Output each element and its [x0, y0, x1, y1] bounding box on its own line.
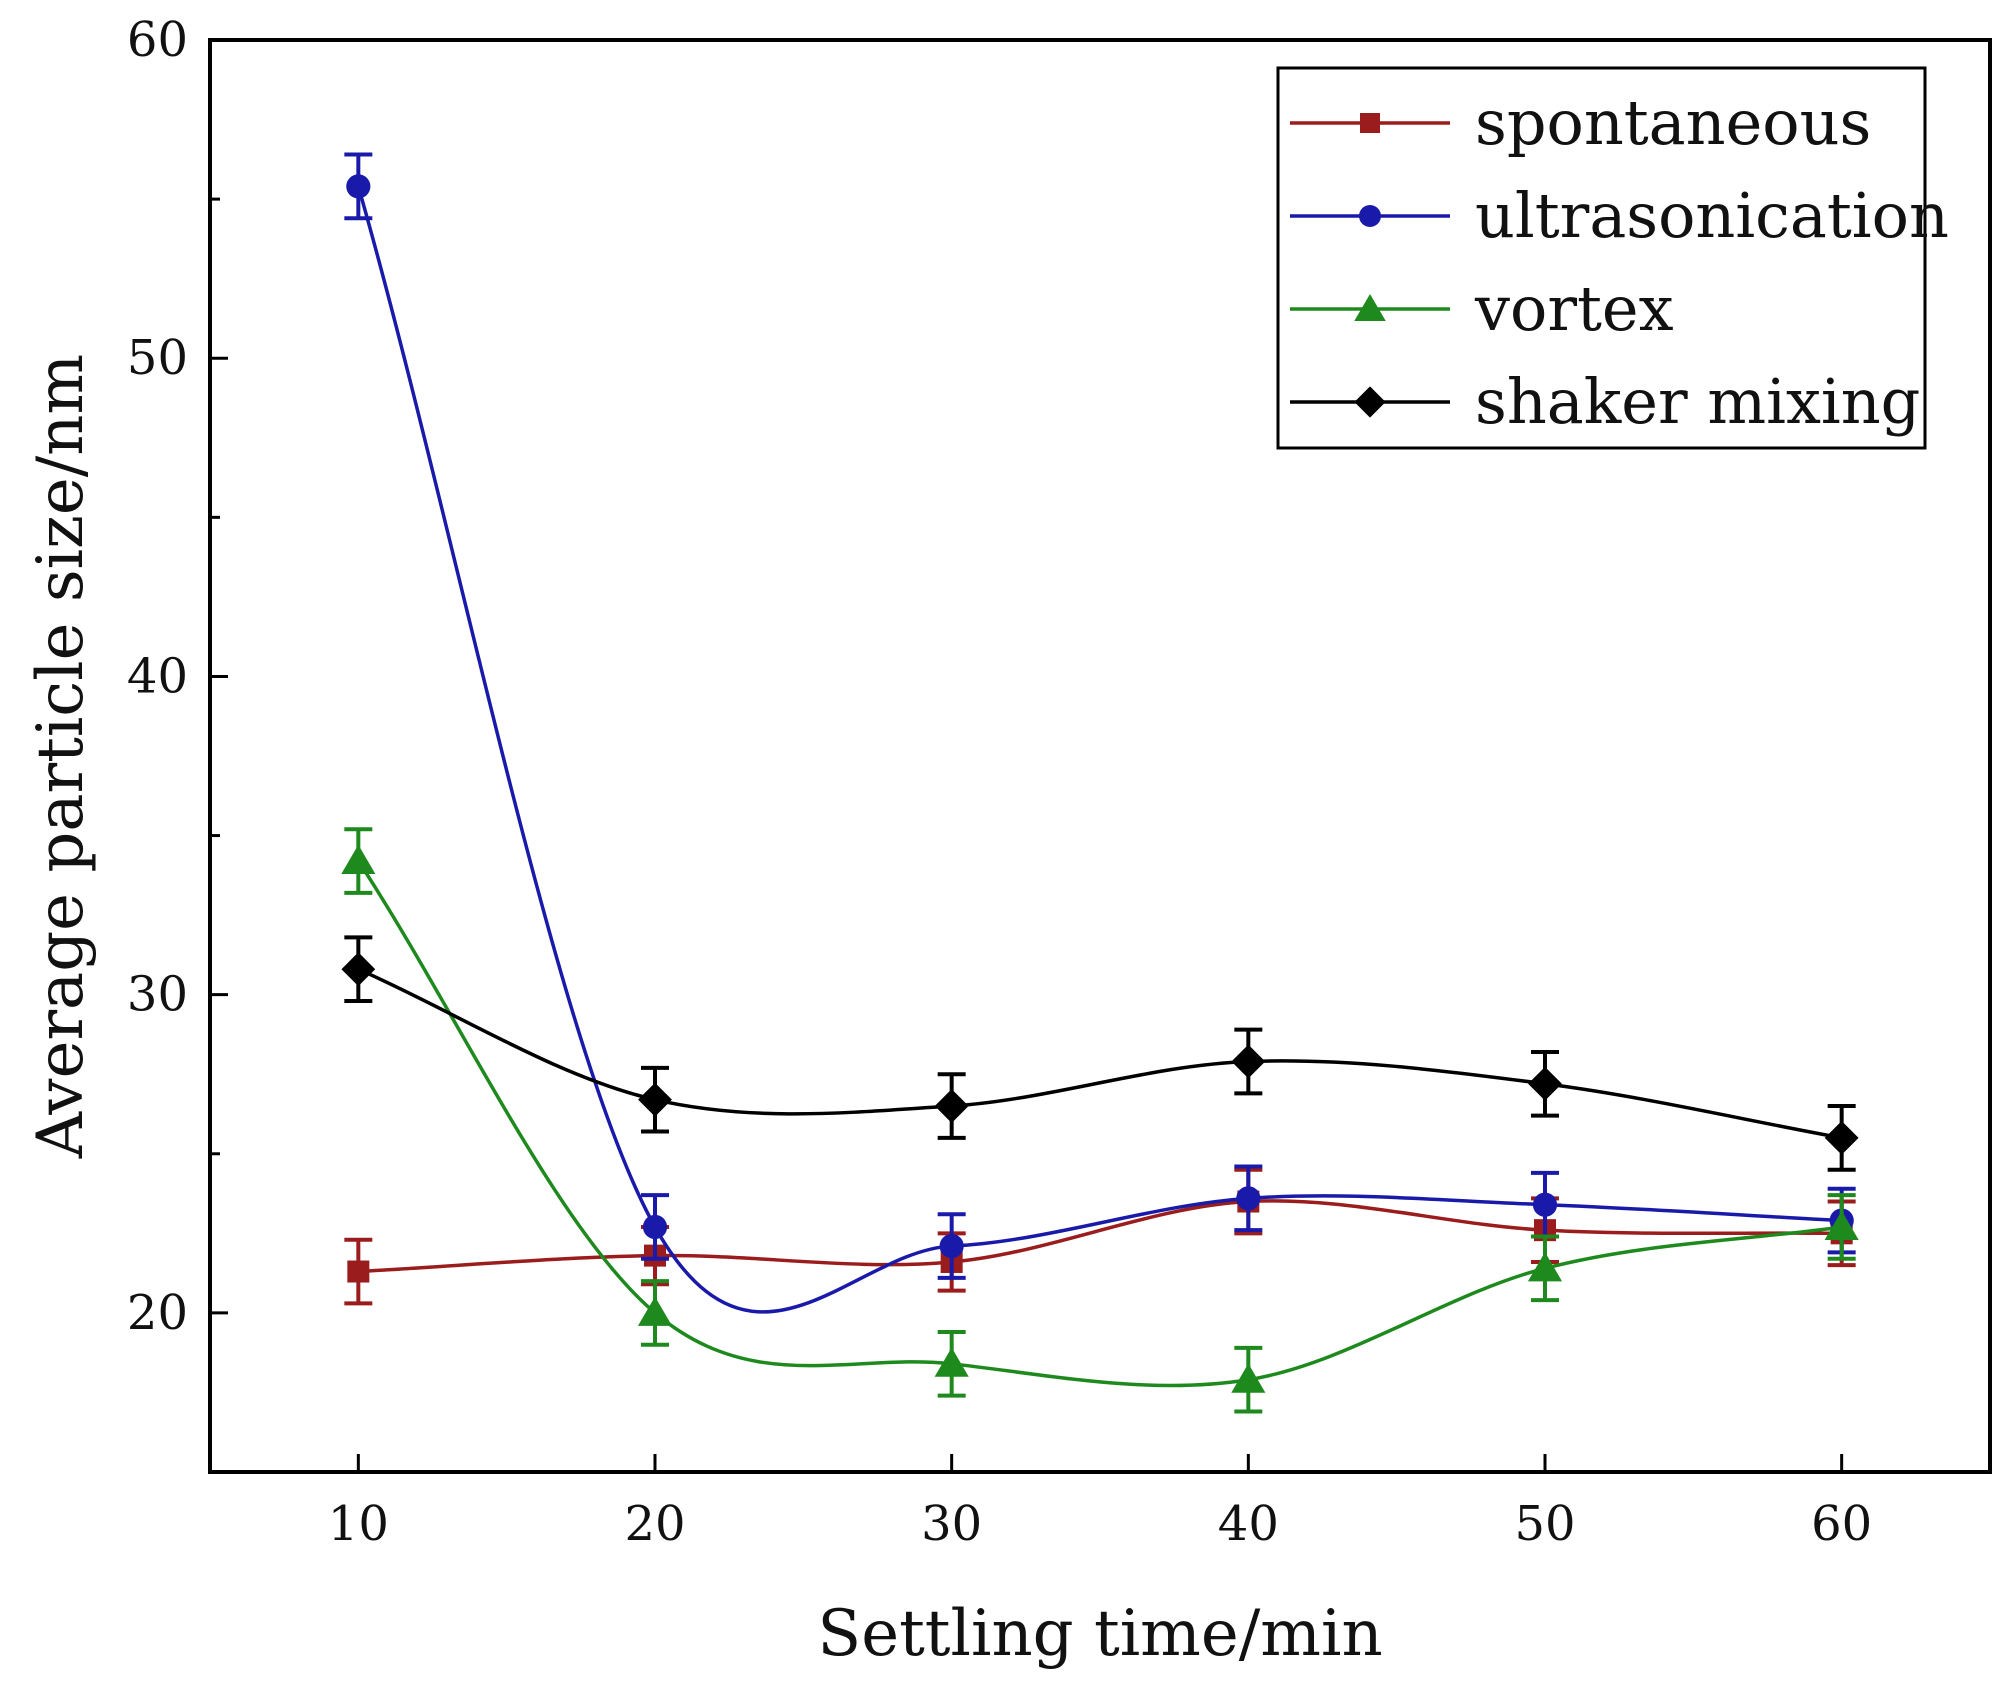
- y-tick-label: 30: [127, 967, 188, 1023]
- data-point: [346, 174, 371, 199]
- legend: spontaneous ultrasonication vortex shaker m…: [1276, 66, 1949, 450]
- data-point: [1824, 1120, 1859, 1155]
- axes-ticks: 10 20 30 40 50 60 20 30 40 50 60: [127, 12, 1872, 1552]
- data-point: [347, 1260, 370, 1283]
- y-axis-title: Average particle size/nm: [24, 354, 98, 1159]
- x-tick-label: 40: [1218, 1496, 1279, 1552]
- x-axis-title: Settling time/min: [817, 1597, 1382, 1671]
- series-line: [357, 967, 1842, 1140]
- legend-label: shaker mixing: [1475, 365, 1920, 438]
- y-tick-label: 50: [127, 330, 188, 386]
- legend-marker: [1354, 294, 1386, 321]
- legend-marker: [1354, 386, 1386, 418]
- y-tick-label: 40: [127, 648, 188, 704]
- data-point: [637, 1296, 673, 1326]
- data-point: [934, 1089, 969, 1123]
- data-point: [1824, 1210, 1859, 1240]
- data-point: [1231, 1363, 1266, 1393]
- legend-label: vortex: [1474, 272, 1674, 345]
- x-tick-label: 30: [921, 1496, 982, 1552]
- series-shaker-mixing: [341, 935, 1859, 1172]
- series-line: [356, 860, 1842, 1388]
- legend-marker: [1359, 205, 1381, 227]
- data-point: [1236, 1186, 1261, 1211]
- legend-item-shaker-mixing: shaker mixing: [1290, 365, 1920, 438]
- series-vortex: [341, 827, 1859, 1414]
- data-point: [642, 1214, 668, 1240]
- data-point: [638, 1082, 672, 1117]
- y-tick-label: 60: [127, 12, 188, 68]
- plot-series: [341, 152, 1859, 1414]
- legend-item-spontaneous: spontaneous: [1290, 86, 1871, 159]
- x-tick-label: 10: [328, 1496, 389, 1552]
- legend-marker: [1360, 113, 1380, 133]
- plot-frame: [208, 38, 1992, 1474]
- x-tick-label: 60: [1811, 1496, 1872, 1552]
- data-point: [1532, 1192, 1558, 1217]
- y-tick-label: 20: [127, 1285, 188, 1341]
- legend-label: ultrasonication: [1475, 179, 1949, 252]
- data-point: [1231, 1044, 1266, 1079]
- data-point: [939, 1233, 964, 1259]
- legend-item-ultrasonication: ultrasonication: [1290, 179, 1949, 252]
- x-tick-label: 50: [1514, 1496, 1575, 1552]
- data-point: [934, 1347, 969, 1377]
- legend-item-vortex: vortex: [1290, 272, 1674, 345]
- data-point: [1528, 1066, 1562, 1101]
- legend-box: [1276, 66, 1927, 450]
- x-tick-label: 20: [624, 1496, 685, 1552]
- data-point: [341, 844, 376, 875]
- data-point: [1527, 1252, 1563, 1282]
- series-line: [358, 1199, 1842, 1274]
- legend-label: spontaneous: [1475, 86, 1871, 159]
- data-point: [341, 952, 376, 987]
